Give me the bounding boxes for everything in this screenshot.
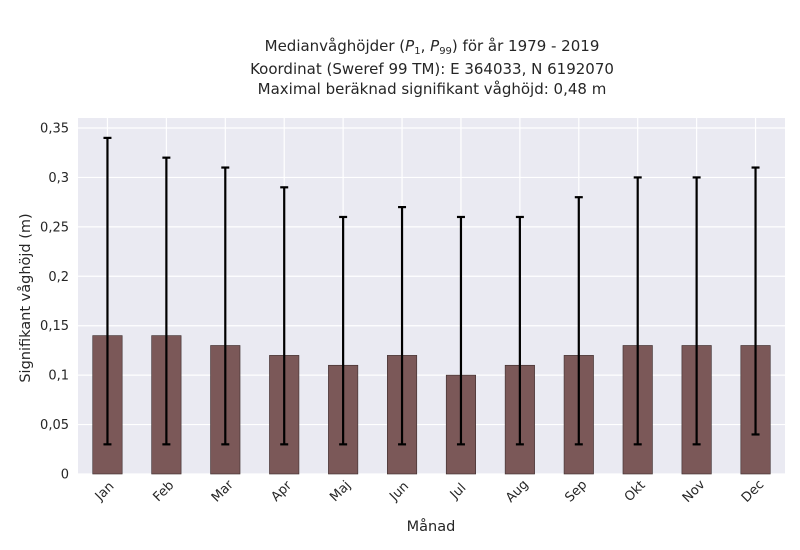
y-tick-label: 0,3 xyxy=(48,171,69,186)
errorbar-mar xyxy=(221,166,230,446)
x-tick-label: Maj xyxy=(327,478,354,505)
x-tick-label: Mar xyxy=(209,477,237,505)
x-tick-label: Aug xyxy=(503,477,532,506)
chart-title-line-3: Maximal beräknad signifikant våghöjd: 0,… xyxy=(258,80,607,98)
y-tick-label: 0,2 xyxy=(48,270,69,285)
errorbar-aug xyxy=(515,215,524,446)
errorbar-sep xyxy=(574,196,583,446)
errorbar-maj xyxy=(339,215,348,446)
errorbar-layer xyxy=(103,136,760,446)
x-tick-label: Nov xyxy=(680,477,709,506)
errorbar-jul xyxy=(456,215,465,446)
x-tick-label: Apr xyxy=(268,478,295,505)
errorbar-nov xyxy=(692,176,701,446)
x-tick-label: Jul xyxy=(447,481,469,503)
y-axis-label: Signifikant våghöjd (m) xyxy=(17,213,34,382)
x-tick-label: Dec xyxy=(739,477,767,505)
x-tick-label: Jan xyxy=(92,479,117,504)
errorbar-jan xyxy=(103,136,112,446)
x-tick-label: Feb xyxy=(150,478,177,505)
errorbar-feb xyxy=(162,156,171,446)
x-tick-label: Jun xyxy=(386,479,412,505)
y-tick-label: 0,1 xyxy=(48,369,69,384)
y-tick-label: 0 xyxy=(61,468,69,483)
x-axis-label: Månad xyxy=(407,518,456,535)
y-tick-label: 0,15 xyxy=(40,319,69,334)
y-tick-label: 0,05 xyxy=(40,418,69,433)
errorbar-jun xyxy=(398,205,407,446)
errorbar-apr xyxy=(280,186,289,446)
y-tick-label: 0,35 xyxy=(40,122,69,137)
y-tick-label: 0,25 xyxy=(40,220,69,235)
x-axis-ticks: Jan Feb Mar Apr Maj Jun Jul Aug Sep Okt Nov Dec xyxy=(92,477,767,506)
chart-title-line-1: Medianvåghöjder (P1, P99) för år 1979 - … xyxy=(265,37,600,57)
errorbar-okt xyxy=(633,176,642,446)
y-axis-ticks: 0 0,05 0,1 0,15 0,2 0,25 0,3 0,35 xyxy=(40,122,69,483)
x-tick-label: Sep xyxy=(562,478,590,506)
x-tick-label: Okt xyxy=(622,478,649,505)
plot-area xyxy=(78,118,785,474)
chart-title-line-2: Koordinat (Sweref 99 TM): E 364033, N 61… xyxy=(250,60,614,78)
errorbar-dec xyxy=(751,166,760,436)
